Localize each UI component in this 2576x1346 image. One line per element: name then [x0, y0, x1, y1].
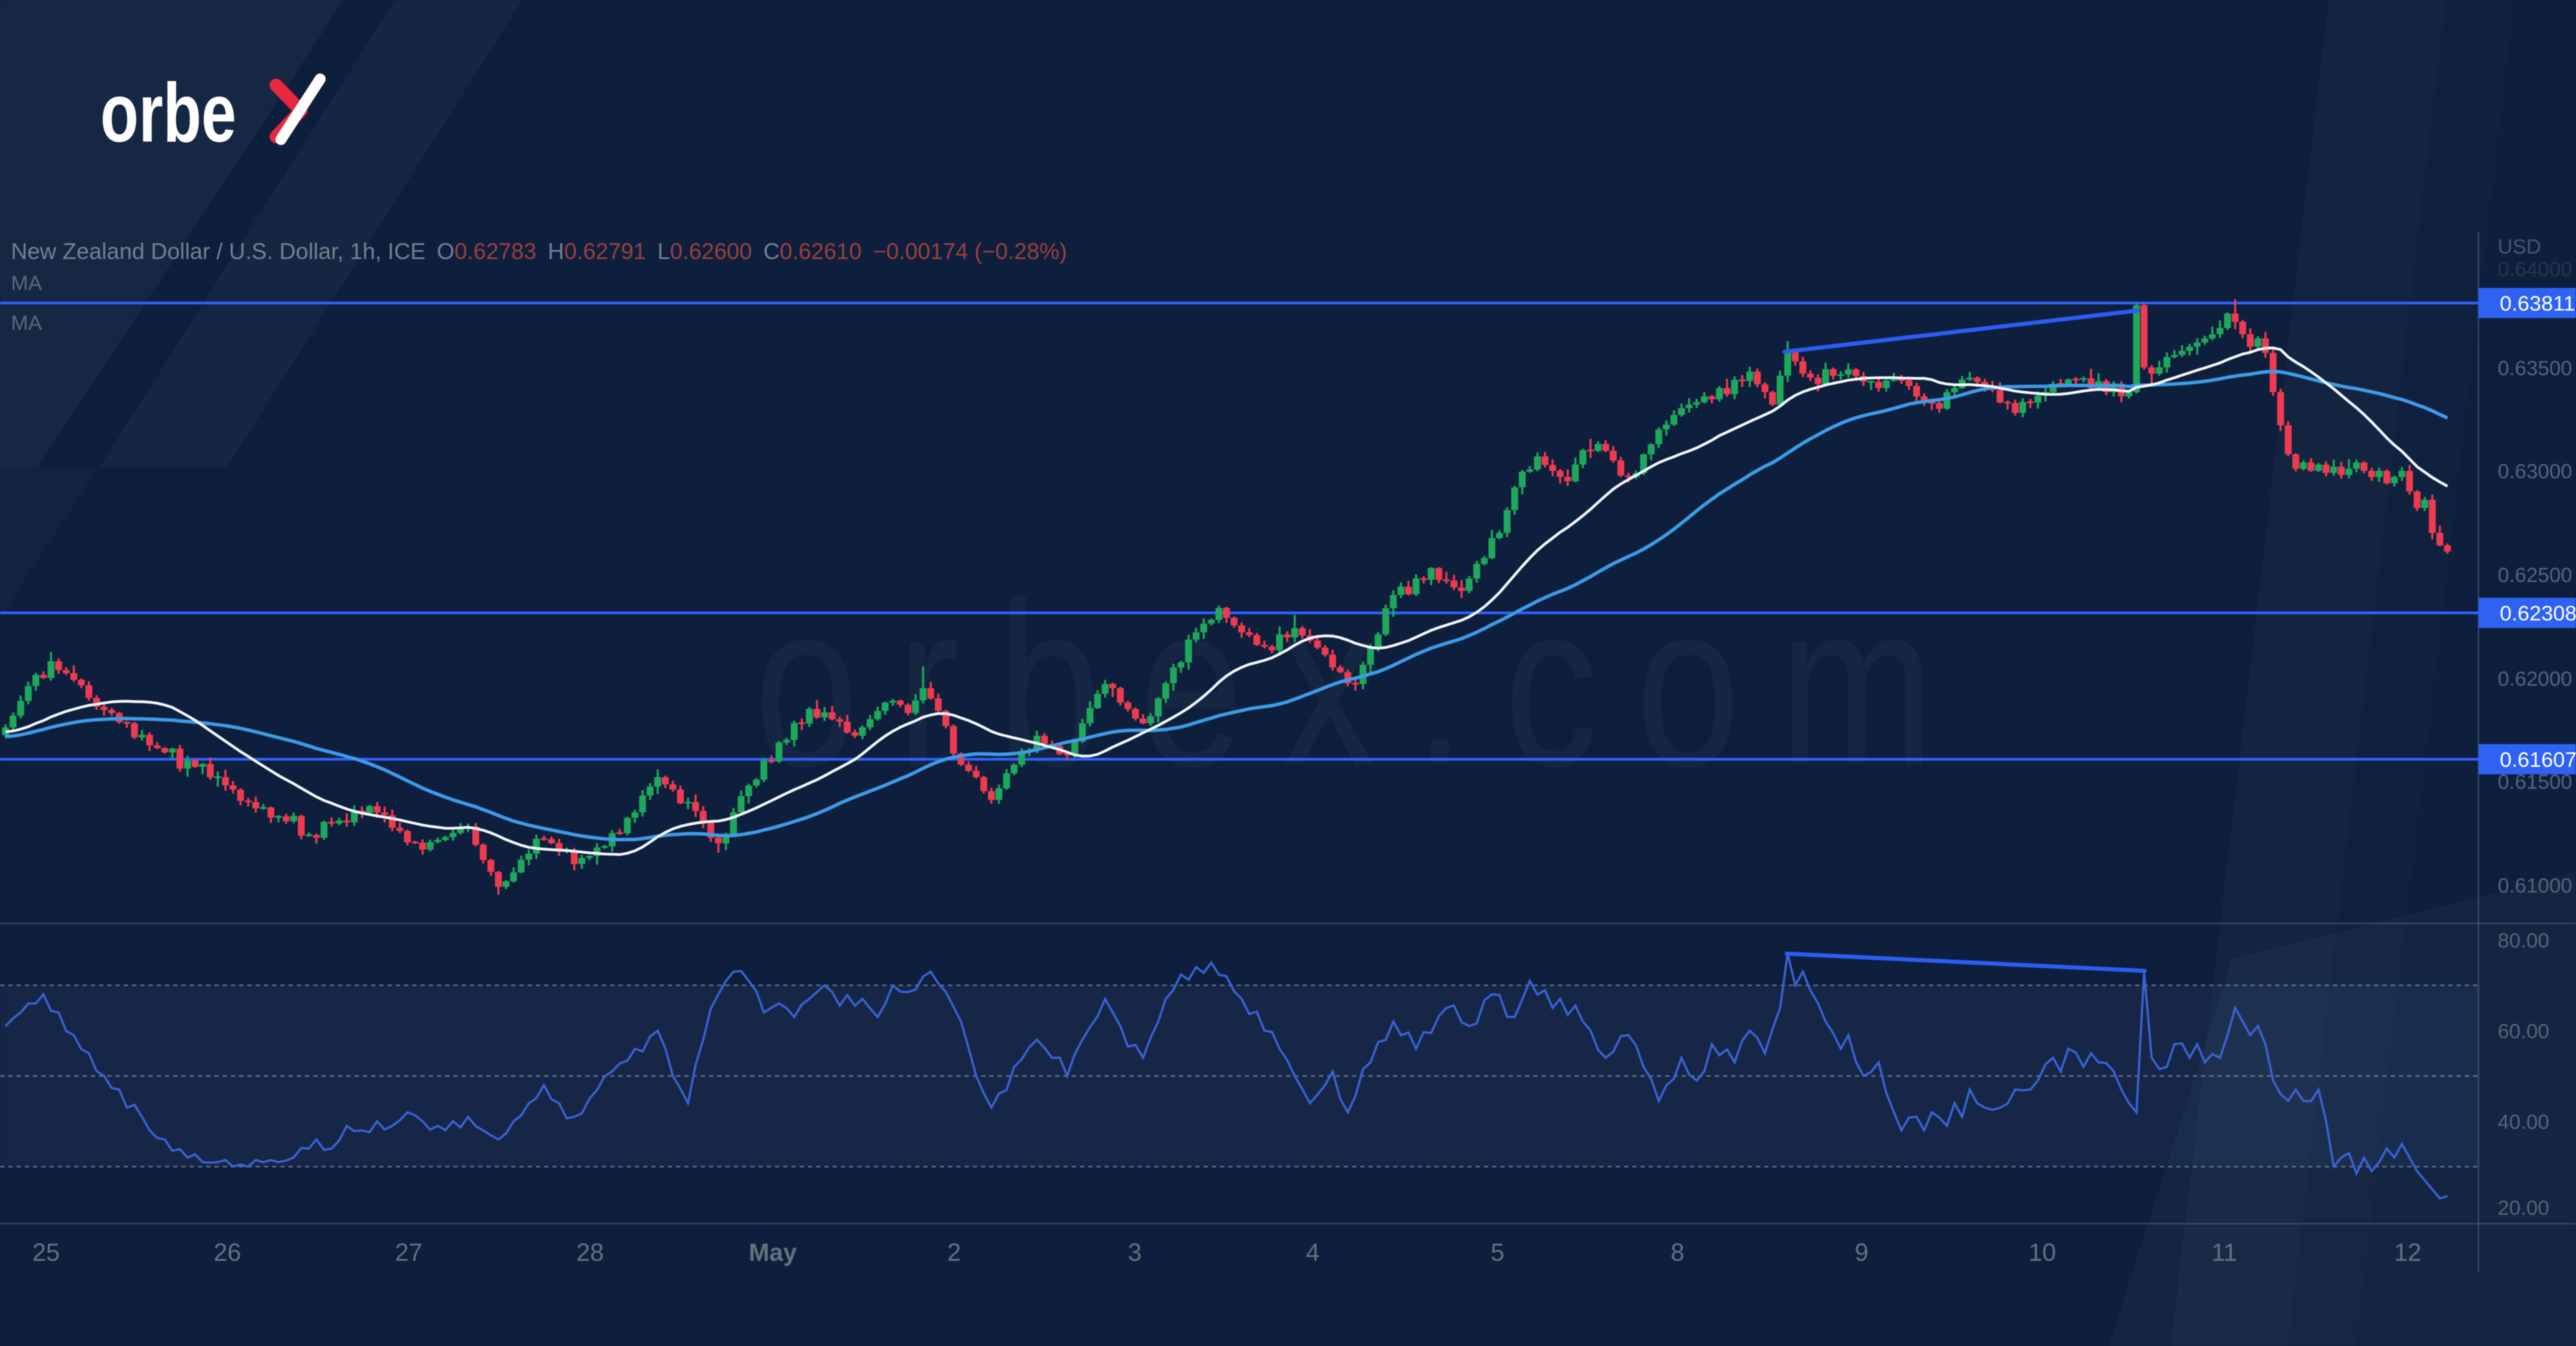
- svg-text:27: 27: [395, 1238, 422, 1266]
- svg-text:orbex.com: orbex.com: [754, 554, 1973, 816]
- svg-text:10: 10: [2029, 1238, 2056, 1266]
- svg-text:New Zealand Dollar / U.S. Doll: New Zealand Dollar / U.S. Dollar, 1h, IC…: [11, 238, 1067, 264]
- svg-text:4: 4: [1306, 1238, 1320, 1266]
- svg-text:11: 11: [2211, 1238, 2237, 1266]
- svg-text:80.00: 80.00: [2498, 930, 2549, 952]
- svg-text:0.62000: 0.62000: [2498, 668, 2572, 691]
- svg-text:60.00: 60.00: [2498, 1020, 2549, 1043]
- svg-text:12: 12: [2394, 1238, 2421, 1266]
- svg-text:May: May: [749, 1238, 797, 1266]
- svg-text:40.00: 40.00: [2498, 1111, 2549, 1134]
- svg-text:MA: MA: [11, 272, 42, 295]
- svg-text:0.63500: 0.63500: [2498, 357, 2572, 380]
- svg-text:9: 9: [1855, 1238, 1868, 1266]
- svg-text:USD: USD: [2498, 236, 2541, 258]
- svg-text:0.61607: 0.61607: [2500, 748, 2576, 772]
- svg-text:28: 28: [576, 1238, 604, 1266]
- svg-text:26: 26: [214, 1238, 241, 1266]
- svg-text:2: 2: [947, 1238, 961, 1266]
- svg-text:0.64000: 0.64000: [2498, 258, 2572, 281]
- svg-text:0.62500: 0.62500: [2498, 564, 2572, 587]
- svg-text:25: 25: [32, 1238, 60, 1266]
- svg-text:0.62308: 0.62308: [2500, 601, 2576, 625]
- svg-text:5: 5: [1491, 1238, 1504, 1266]
- svg-text:0.63000: 0.63000: [2498, 460, 2572, 483]
- svg-text:0.61000: 0.61000: [2498, 875, 2572, 897]
- svg-text:20.00: 20.00: [2498, 1197, 2549, 1220]
- svg-text:MA: MA: [11, 312, 42, 335]
- svg-text:8: 8: [1671, 1238, 1684, 1266]
- svg-text:3: 3: [1128, 1238, 1142, 1266]
- svg-text:orbe: orbe: [100, 66, 236, 159]
- svg-text:0.63811: 0.63811: [2500, 291, 2575, 315]
- svg-text:0.61500: 0.61500: [2498, 771, 2572, 794]
